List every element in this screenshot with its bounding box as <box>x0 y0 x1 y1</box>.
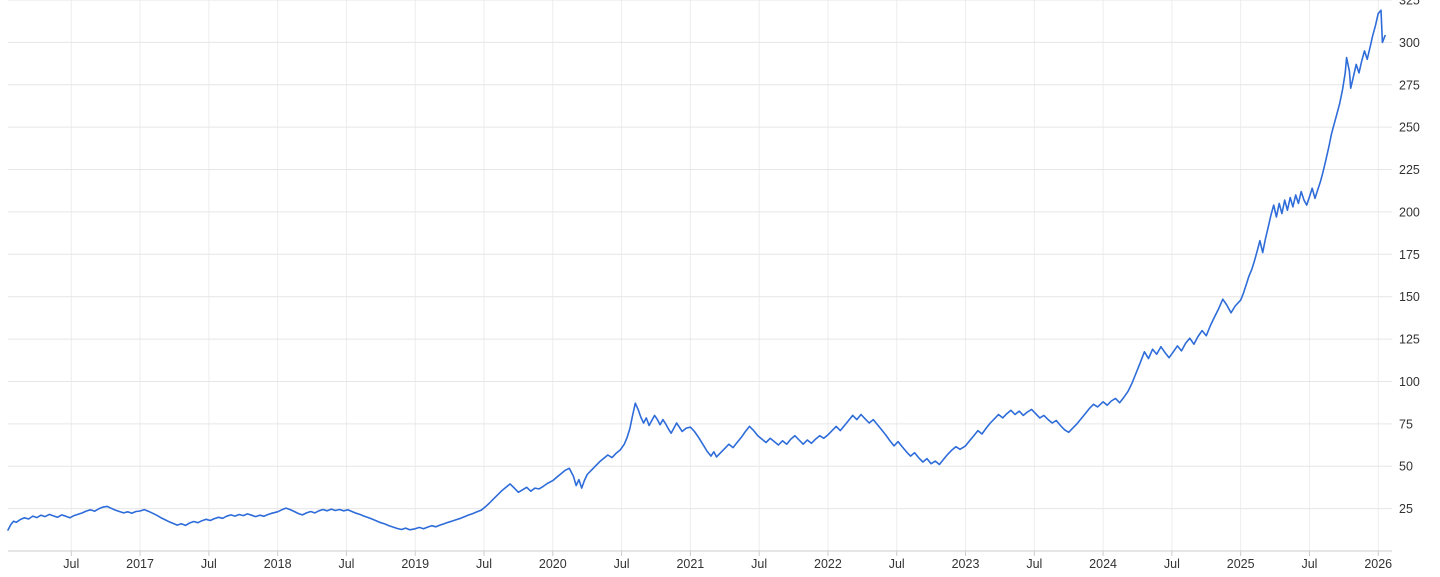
x-tick-label: 2021 <box>676 557 704 571</box>
y-tick-label: 100 <box>1399 375 1420 389</box>
x-tick-label: Jul <box>889 557 905 571</box>
y-tick-label: 150 <box>1399 290 1420 304</box>
x-tick-label: 2023 <box>952 557 980 571</box>
x-axis-labels: Jul 2017 Jul 2018 Jul 2019 Jul 2020 Jul 2021 Jul 20… <box>63 557 1392 571</box>
x-tick-label: Jul <box>338 557 354 571</box>
x-tick-label: 2019 <box>401 557 429 571</box>
gridlines-vertical <box>70 0 1379 551</box>
y-tick-label: 175 <box>1399 248 1420 262</box>
x-axis <box>8 550 1392 556</box>
x-tick-label: 2018 <box>264 557 292 571</box>
x-tick-label: Jul <box>201 557 217 571</box>
x-tick-label: Jul <box>1026 557 1042 571</box>
x-tick-label: Jul <box>1164 557 1180 571</box>
y-tick-label: 25 <box>1399 502 1413 516</box>
y-tick-label: 200 <box>1399 205 1420 219</box>
price-line-series[interactable] <box>7 9 1386 531</box>
x-tick-label: 2020 <box>539 557 567 571</box>
y-axis-labels: 25 50 75 100 125 150 175 200 225 250 275 300 325 <box>1399 0 1420 516</box>
y-tick-label: 75 <box>1399 417 1413 431</box>
x-tick-label: 2026 <box>1364 557 1392 571</box>
y-tick-label: 50 <box>1399 460 1413 474</box>
x-tick-label: 2024 <box>1089 557 1117 571</box>
x-tick-label: 2025 <box>1227 557 1255 571</box>
x-tick-label: Jul <box>476 557 492 571</box>
gridlines-horizontal <box>8 0 1392 510</box>
y-tick-label: 300 <box>1399 36 1420 50</box>
y-tick-label: 325 <box>1399 0 1420 8</box>
x-tick-label: 2022 <box>814 557 842 571</box>
x-tick-label: Jul <box>751 557 767 571</box>
x-tick-label: Jul <box>63 557 79 571</box>
x-tick-label: Jul <box>1301 557 1317 571</box>
x-tick-label: 2017 <box>126 557 154 571</box>
y-tick-label: 125 <box>1399 333 1420 347</box>
y-tick-label: 225 <box>1399 163 1420 177</box>
x-tick-label: Jul <box>614 557 630 571</box>
y-tick-label: 275 <box>1399 78 1420 92</box>
y-tick-label: 250 <box>1399 121 1420 135</box>
